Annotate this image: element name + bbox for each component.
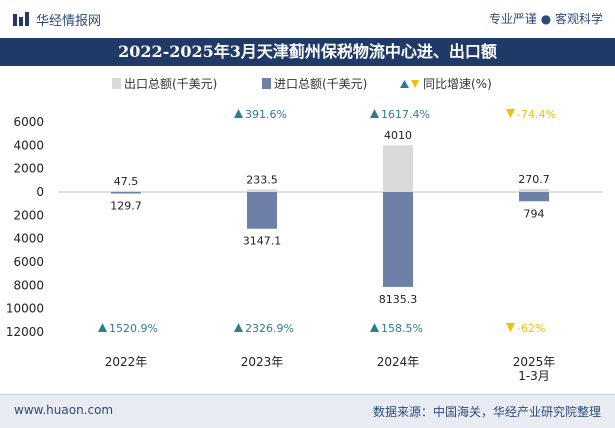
tagline: 专业严谨 ● 客观科学 xyxy=(488,12,603,26)
growth-up-icon xyxy=(370,109,379,118)
legend-growth-down-icon xyxy=(411,80,419,88)
import-bar xyxy=(247,192,277,229)
y-tick-label: 10000 xyxy=(6,302,44,316)
import-bar xyxy=(111,192,141,194)
growth-down-icon xyxy=(506,323,515,332)
bar-logo-icon xyxy=(13,12,29,26)
y-tick-label: 6000 xyxy=(13,255,44,269)
x-tick-label: 2023年 xyxy=(241,355,284,369)
export-bar xyxy=(519,188,549,192)
import-data-label: 3147.1 xyxy=(243,235,282,248)
export-data-label: 270.7 xyxy=(518,173,550,186)
growth-up-icon xyxy=(234,109,243,118)
brand-name: 华经情报网 xyxy=(36,13,102,29)
legend-import-label: 进口总额(千美元) xyxy=(274,77,367,91)
y-tick-label: 12000 xyxy=(6,325,44,339)
export-bar xyxy=(247,189,277,192)
legend-export-swatch xyxy=(112,78,121,89)
legend-growth-label: 同比增速(%) xyxy=(423,77,492,91)
export-growth-label: 1617.4% xyxy=(381,108,430,121)
growth-down-icon xyxy=(506,109,515,118)
footer: www.huaon.com 数据来源：中国海关，华经产业研究院整理 xyxy=(0,394,615,428)
y-tick-label: 4000 xyxy=(13,138,44,152)
legend-growth-up-icon xyxy=(400,80,409,88)
export-bar xyxy=(383,145,413,192)
y-tick-label: 4000 xyxy=(13,232,44,246)
import-growth-label: 1520.9% xyxy=(109,322,158,335)
footer-website[interactable]: www.huaon.com xyxy=(14,403,114,417)
legend-export-label: 出口总额(千美元) xyxy=(124,77,217,91)
x-tick-label: 2022年 xyxy=(105,355,148,369)
x-tick-label: 2025年 xyxy=(513,355,556,369)
import-growth-label: 2326.9% xyxy=(245,322,294,335)
footer-source: 数据来源：中国海关，华经产业研究院整理 xyxy=(372,405,601,419)
import-data-label: 794 xyxy=(524,207,545,220)
y-tick-label: 2000 xyxy=(13,162,44,176)
export-bar xyxy=(111,191,141,192)
brand[interactable]: 华经情报网 xyxy=(12,9,101,29)
x-tick-label: 1-3月 xyxy=(518,369,550,383)
export-growth-label: -74.4% xyxy=(517,108,556,121)
import-data-label: 129.7 xyxy=(110,200,142,213)
export-data-label: 4010 xyxy=(384,129,412,142)
chart: 出口总额(千美元) 进口总额(千美元) 同比增速(%) 6000 4000 2000 0 20… xyxy=(6,77,602,383)
y-tick-label: 6000 xyxy=(13,115,44,129)
y-tick-label: 8000 xyxy=(13,278,44,292)
legend-import-swatch xyxy=(262,78,271,89)
x-tick-label: 2024年 xyxy=(377,355,420,369)
growth-up-icon xyxy=(234,323,243,332)
top-bar: 华经情报网 专业严谨 ● 客观科学 xyxy=(0,0,615,39)
import-bar xyxy=(383,192,413,287)
export-data-label: 233.5 xyxy=(246,173,278,186)
chart-title: 2022-2025年3月天津蓟州保税物流中心进、出口额 xyxy=(0,38,615,66)
export-data-label: 47.5 xyxy=(114,175,139,188)
import-growth-label: -62% xyxy=(517,322,545,335)
import-growth-label: 158.5% xyxy=(381,322,423,335)
y-tick-label: 2000 xyxy=(13,208,44,222)
y-tick-label: 0 xyxy=(36,185,44,199)
import-bar xyxy=(519,192,549,202)
growth-up-icon xyxy=(370,323,379,332)
growth-up-icon xyxy=(98,323,107,332)
import-data-label: 8135.3 xyxy=(379,293,418,306)
export-growth-label: 391.6% xyxy=(245,108,287,121)
